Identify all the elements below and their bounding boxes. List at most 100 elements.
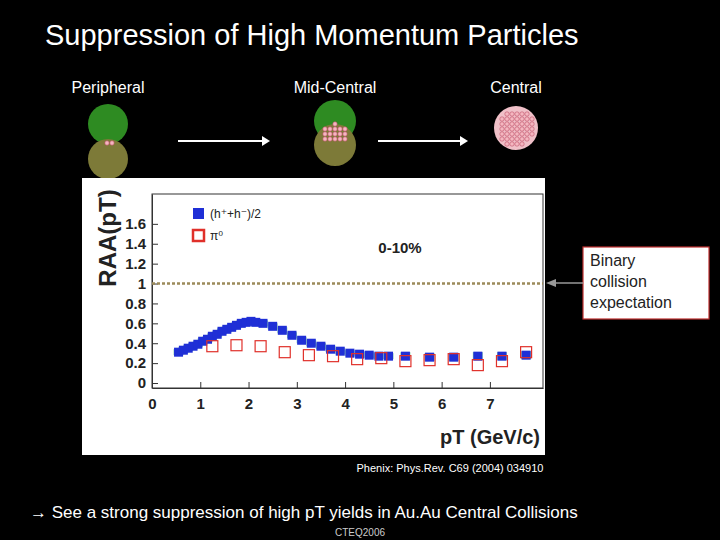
arrow (378, 140, 460, 142)
participant (500, 117, 504, 121)
legend-label: (h⁺+h⁻)/2 (210, 207, 261, 221)
participant (520, 127, 524, 131)
data-point (400, 356, 411, 367)
data-point (279, 347, 290, 358)
participant (505, 122, 509, 126)
error-band-segment (473, 352, 483, 360)
tick: 1 (197, 382, 205, 412)
tick-mark (152, 303, 158, 304)
tick-label: 5 (390, 395, 398, 412)
data-point (255, 341, 266, 352)
arrow-head (460, 136, 468, 146)
tick-label: 3 (293, 395, 301, 412)
tick-mark (490, 382, 491, 388)
participant (333, 127, 337, 131)
tick-mark (152, 323, 158, 324)
tick-label: 1 (197, 395, 205, 412)
callout-text: Binarycollisionexpectation (590, 252, 672, 311)
tick: 6 (438, 382, 446, 412)
legend: (h⁺+h⁻)/2 π⁰ (193, 207, 261, 243)
tick: 0.6 (125, 315, 158, 332)
participant (510, 127, 514, 131)
conclusion-text: → See a strong suppression of high pT yi… (30, 503, 578, 522)
tick: 1.2 (125, 255, 158, 272)
participant (343, 127, 347, 131)
tick-mark (152, 244, 158, 245)
participant (505, 112, 509, 116)
tick-mark (249, 382, 250, 388)
tick-label: 1.2 (125, 255, 146, 272)
participant (520, 117, 524, 121)
participant (525, 122, 529, 126)
tick: 0 (138, 374, 158, 391)
participant (323, 132, 327, 136)
participant (510, 122, 514, 126)
tick: 5 (390, 382, 398, 412)
tick: 1.6 (125, 215, 158, 232)
participant (515, 117, 519, 121)
tick-mark (152, 343, 158, 344)
data-point (303, 350, 314, 361)
tick-mark (152, 363, 158, 364)
tick-label: 0.2 (125, 354, 146, 371)
background (0, 0, 720, 540)
tick: 0.2 (125, 354, 158, 371)
tick-label: 6 (438, 395, 446, 412)
slide-title: Suppression of High Momentum Particles (45, 19, 579, 51)
collision-icons (88, 100, 538, 179)
slide: Suppression of High Momentum ParticlesPe… (0, 0, 720, 540)
callout-arrow-head (546, 279, 556, 287)
participant (515, 122, 519, 126)
participant (510, 142, 514, 146)
participant (333, 137, 337, 141)
participant (530, 117, 534, 121)
participant (515, 137, 519, 141)
participant (515, 142, 519, 146)
axis-line (152, 195, 153, 389)
participant (525, 127, 529, 131)
participant (328, 127, 332, 131)
tick-mark (152, 383, 158, 384)
participant (338, 127, 342, 131)
data-point (496, 356, 507, 367)
participant (328, 137, 332, 141)
participant (505, 132, 509, 136)
participant (500, 122, 504, 126)
participant (343, 137, 347, 141)
tick-label: 1 (138, 275, 146, 292)
participant (520, 142, 524, 146)
participant (505, 127, 509, 131)
participant (328, 132, 332, 136)
tick-label: 0.6 (125, 315, 146, 332)
participant (338, 132, 342, 136)
tick-mark (442, 382, 443, 388)
y-axis: 00.20.40.60.811.21.41.6 (125, 195, 158, 392)
participant (500, 127, 504, 131)
data-point (352, 354, 363, 365)
centrality-label: 0-10% (378, 239, 421, 256)
participant (338, 137, 342, 141)
participant (525, 132, 529, 136)
tick-label: 1.6 (125, 215, 146, 232)
tick-mark (152, 264, 158, 265)
axis-line (153, 388, 544, 389)
tick-label: 0 (148, 395, 156, 412)
tick-label: 0.4 (125, 335, 147, 352)
participant (510, 132, 514, 136)
data-point (307, 339, 316, 348)
data-point (424, 355, 435, 366)
participant (505, 142, 509, 146)
legend-swatch (193, 230, 204, 241)
legend-label: π⁰ (210, 229, 223, 243)
data-point (365, 351, 374, 360)
participant (520, 112, 524, 116)
participant (525, 117, 529, 121)
data-point (328, 351, 339, 362)
nucleus (314, 124, 356, 166)
data-point (268, 322, 277, 331)
participant (520, 132, 524, 136)
nucleus (88, 139, 128, 179)
tick-mark (393, 382, 394, 388)
participant (510, 112, 514, 116)
stage-label: Mid-Central (294, 79, 377, 96)
